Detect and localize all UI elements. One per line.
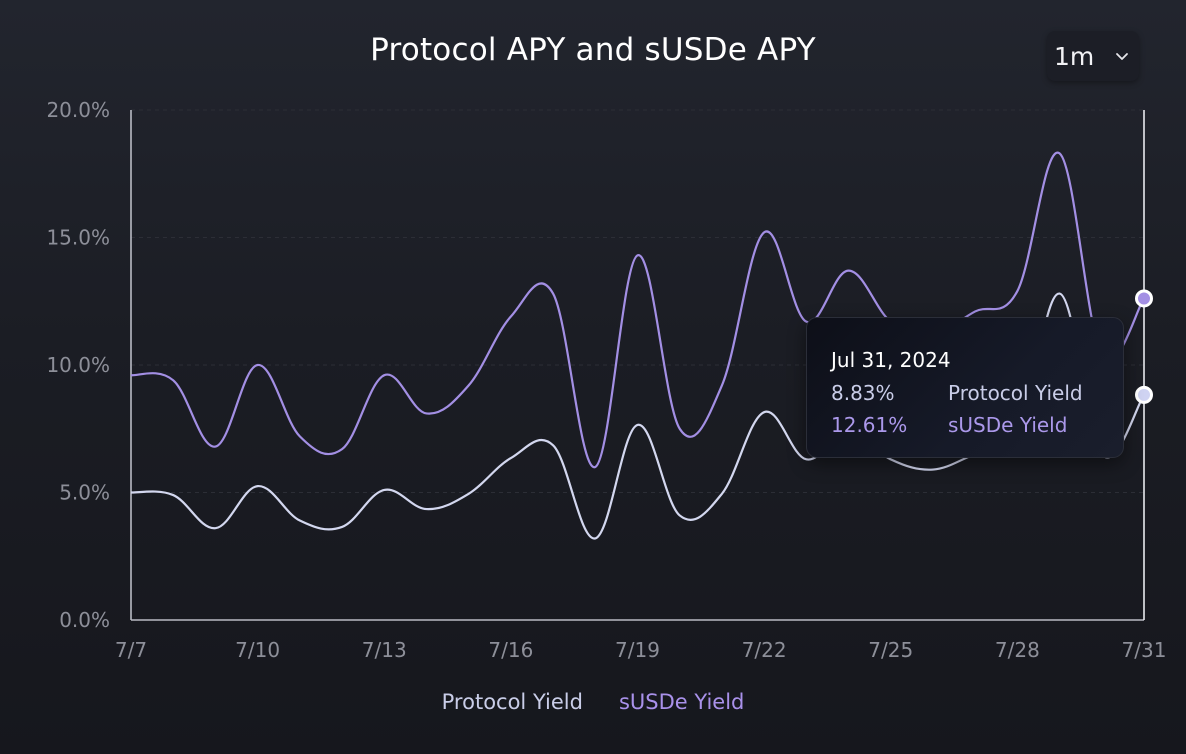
tooltip-row-protocol: 8.83% Protocol Yield <box>831 377 1123 410</box>
legend-item-susde-yield[interactable]: sUSDe Yield <box>618 690 745 714</box>
x-tick-label: 7/22 <box>742 638 787 662</box>
tooltip-protocol-label: Protocol Yield <box>948 380 1083 405</box>
x-tick-label: 7/10 <box>235 638 280 662</box>
y-tick-label: 0.0% <box>59 608 110 632</box>
x-tick-label: 7/31 <box>1122 638 1167 662</box>
x-tick-label: 7/25 <box>868 638 913 662</box>
tooltip-protocol-value: 8.83% <box>831 380 895 405</box>
y-tick-label: 20.0% <box>46 98 110 122</box>
susde-hover-dot <box>1135 289 1153 308</box>
hover-tooltip: Jul 31, 2024 8.83% Protocol Yield 12.61%… <box>806 317 1124 458</box>
legend-item-protocol-yield[interactable]: Protocol Yield <box>441 690 583 714</box>
chevron-down-icon <box>1116 53 1129 60</box>
tooltip-date: Jul 31, 2024 <box>831 348 951 372</box>
x-tick-label: 7/16 <box>488 638 533 662</box>
y-tick-label: 15.0% <box>46 226 110 250</box>
tooltip-row-susde: 12.61% sUSDe Yield <box>831 409 1123 442</box>
gridlines <box>131 109 1144 493</box>
line-chart[interactable]: 20.0%15.0%10.0%5.0%0.0% 7/7 7/10 7/13 7/16 7… <box>0 0 1186 680</box>
tooltip-susde-label: sUSDe Yield <box>948 413 1068 437</box>
time-range-dropdown[interactable]: 1m <box>1047 31 1139 81</box>
x-tick-label: 7/7 <box>115 638 147 662</box>
y-tick-label: 10.0% <box>46 353 110 377</box>
y-tick-label: 5.0% <box>59 481 110 505</box>
x-tick-label: 7/28 <box>995 638 1040 662</box>
chart-legend: Protocol Yield sUSDe Yield <box>0 690 1186 714</box>
time-range-value: 1m <box>1054 41 1095 71</box>
susde-yield-line <box>130 151 1145 469</box>
protocol-hover-dot <box>1135 385 1153 404</box>
y-axis-ticks: 20.0% 15.0% 10.0% 5.0% 0.0% <box>46 98 110 632</box>
chart-title: Protocol APY and sUSDe APY <box>370 32 816 68</box>
x-tick-label: 7/13 <box>362 638 407 662</box>
tooltip-susde-value: 12.61% <box>831 413 908 437</box>
x-axis-ticks: 7/7 7/10 7/13 7/16 7/19 7/22 7/25 7/28 7/31 <box>115 638 1167 662</box>
x-tick-label: 7/19 <box>615 638 660 662</box>
